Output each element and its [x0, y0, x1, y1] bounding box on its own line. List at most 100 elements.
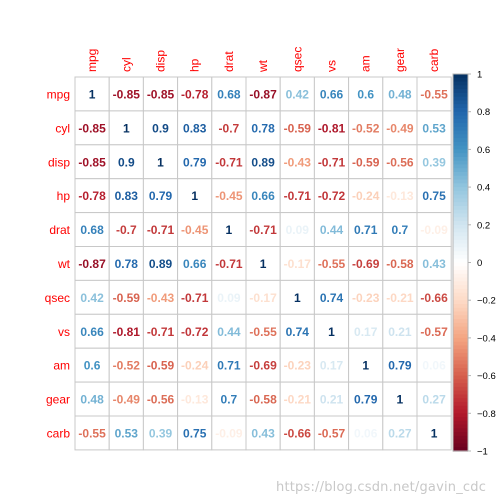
row-label-drat: drat	[49, 223, 70, 237]
cell-cyl-qsec	[279, 110, 315, 146]
cell-value-qsec-am: -0.23	[352, 291, 380, 305]
colorbar-segment	[453, 375, 468, 380]
row-label-mpg: mpg	[47, 87, 70, 101]
cell-value-wt-vs: -0.55	[318, 257, 346, 271]
cell-disp-qsec	[279, 144, 315, 180]
cell-value-carb-drat: -0.09	[215, 426, 243, 440]
colorbar-segment	[453, 205, 468, 211]
colorbar-segment	[453, 288, 468, 294]
colorbar-segment	[453, 107, 468, 113]
colorbar-segment	[453, 187, 468, 192]
colorbar-segment	[453, 262, 468, 267]
cell-value-vs-gear: 0.21	[388, 325, 412, 339]
cell-cyl-am	[348, 110, 384, 146]
colorbar-segment	[453, 428, 468, 433]
row-label-gear: gear	[46, 393, 70, 407]
cell-value-qsec-qsec: 1	[294, 291, 301, 305]
cell-value-disp-wt: 0.89	[251, 155, 275, 169]
colorbar-segment	[453, 141, 468, 147]
colorbar-segment	[453, 228, 468, 233]
cell-value-mpg-gear: 0.48	[388, 87, 412, 101]
cell-value-mpg-am: 0.6	[357, 87, 374, 101]
cell-value-am-vs: 0.17	[320, 359, 344, 373]
cell-cyl-drat	[211, 110, 247, 146]
cell-vs-drat	[211, 313, 247, 349]
cell-value-cyl-hp: 0.83	[183, 121, 207, 135]
cell-value-carb-qsec: -0.66	[284, 426, 312, 440]
cell-am-mpg	[74, 347, 110, 383]
cell-value-gear-hp: -0.13	[181, 393, 209, 407]
cell-cyl-vs	[313, 110, 350, 146]
cell-value-am-gear: 0.79	[388, 359, 412, 373]
cell-carb-carb	[416, 415, 452, 451]
cell-value-disp-gear: -0.56	[386, 155, 414, 169]
cell-value-wt-drat: -0.71	[215, 257, 243, 271]
colorbar-segment	[453, 149, 468, 154]
row-label-disp: disp	[48, 155, 70, 169]
cell-drat-am	[348, 212, 384, 248]
cell-am-am	[348, 347, 384, 383]
colorbar-segment	[453, 100, 468, 105]
cell-value-wt-disp: 0.89	[149, 257, 173, 271]
cell-vs-mpg	[74, 313, 110, 349]
cell-value-hp-disp: 0.79	[149, 189, 173, 203]
cell-value-qsec-hp: -0.71	[181, 291, 209, 305]
cell-value-disp-qsec: -0.43	[284, 155, 312, 169]
cell-value-gear-disp: -0.56	[147, 393, 175, 407]
cell-gear-hp	[177, 381, 213, 417]
cell-value-wt-gear: -0.58	[386, 257, 414, 271]
cell-value-qsec-cyl: -0.59	[113, 291, 141, 305]
cell-value-gear-wt: -0.58	[249, 393, 277, 407]
cell-wt-hp	[177, 246, 213, 281]
colorbar-segment	[453, 81, 468, 86]
cell-value-disp-carb: 0.39	[422, 155, 446, 169]
colorbar-segment	[453, 74, 468, 79]
colorbar-segment	[453, 194, 468, 200]
colorbar-segment	[453, 130, 468, 135]
cell-value-carb-cyl: 0.53	[115, 426, 139, 440]
cell-cyl-wt	[245, 110, 281, 146]
cell-vs-qsec	[279, 313, 315, 349]
variable-labels: mpg cyl disp hp drat wt qsec vs am gear carb mpg cyl…	[45, 47, 441, 441]
cell-value-gear-am: 0.79	[354, 393, 378, 407]
colorbar-segment	[453, 168, 468, 173]
cell-value-cyl-vs: -0.81	[318, 121, 346, 135]
colorbar-segment	[453, 270, 468, 275]
cell-vs-cyl	[108, 313, 144, 349]
colorbar-segment	[453, 221, 468, 226]
cell-value-carb-carb: 1	[431, 426, 438, 440]
cell-value-hp-carb: 0.75	[422, 189, 446, 203]
colorbar-segment	[453, 319, 468, 324]
cell-value-qsec-mpg: 0.42	[80, 291, 104, 305]
cell-value-qsec-gear: -0.21	[386, 291, 414, 305]
cell-value-cyl-am: -0.52	[352, 121, 380, 135]
cell-value-hp-am: -0.24	[352, 189, 380, 203]
colorbar-segment	[453, 401, 468, 407]
colorbar-segment	[453, 315, 468, 320]
cell-value-carb-wt: 0.43	[251, 426, 275, 440]
colorbar-segment	[453, 213, 468, 218]
cell-value-drat-disp: -0.71	[147, 223, 175, 237]
cell-carb-gear	[382, 415, 418, 451]
colorbar-segment	[453, 85, 468, 90]
cell-value-drat-gear: 0.7	[392, 223, 409, 237]
cell-value-am-qsec: -0.23	[284, 359, 312, 373]
cell-value-carb-mpg: -0.55	[78, 426, 106, 440]
cell-qsec-cyl	[108, 279, 144, 315]
colorbar-tick-label: 0	[477, 258, 482, 269]
cell-value-qsec-disp: -0.43	[147, 291, 175, 305]
colorbar-segment	[453, 311, 468, 316]
cell-vs-hp	[177, 313, 213, 349]
colorbar-segment	[453, 371, 468, 377]
row-label-am: am	[53, 359, 70, 373]
watermark-text: https://blog.csdn.net/gavin_cdc	[276, 480, 487, 495]
colorbar-segment	[453, 409, 468, 414]
cell-disp-am	[348, 144, 384, 180]
colorbar-segment	[453, 160, 468, 166]
column-label-drat: drat	[222, 51, 236, 72]
colorbar-segment	[453, 232, 468, 237]
colorbar-segment	[453, 386, 468, 392]
cell-value-carb-hp: 0.75	[183, 426, 207, 440]
column-label-vs: vs	[325, 60, 339, 72]
